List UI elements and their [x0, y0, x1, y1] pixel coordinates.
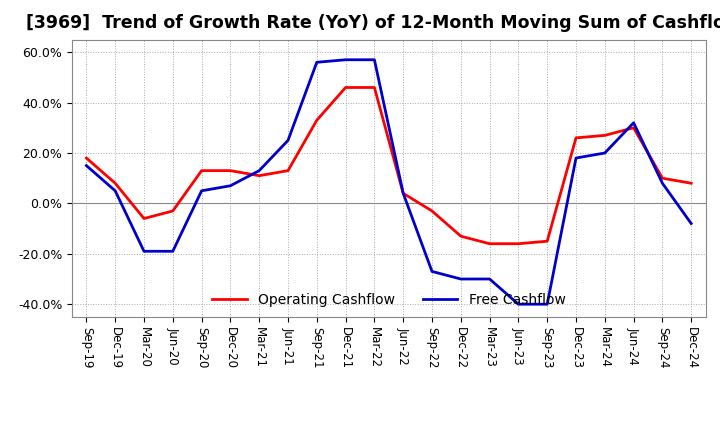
- Free Cashflow: [629, 120, 638, 125]
- Operating Cashflow: [485, 241, 494, 246]
- Operating Cashflow: [572, 135, 580, 140]
- Operating Cashflow: [543, 238, 552, 244]
- Operating Cashflow: [370, 85, 379, 90]
- Operating Cashflow: [341, 85, 350, 90]
- Operating Cashflow: [428, 208, 436, 213]
- Operating Cashflow: [514, 241, 523, 246]
- Operating Cashflow: [82, 155, 91, 161]
- Operating Cashflow: [687, 180, 696, 186]
- Free Cashflow: [514, 301, 523, 307]
- Free Cashflow: [82, 163, 91, 168]
- Line: Free Cashflow: Free Cashflow: [86, 60, 691, 304]
- Operating Cashflow: [456, 234, 465, 239]
- Free Cashflow: [111, 188, 120, 194]
- Free Cashflow: [226, 183, 235, 188]
- Operating Cashflow: [629, 125, 638, 130]
- Operating Cashflow: [168, 208, 177, 213]
- Operating Cashflow: [140, 216, 148, 221]
- Title: [3969]  Trend of Growth Rate (YoY) of 12-Month Moving Sum of Cashflows: [3969] Trend of Growth Rate (YoY) of 12-…: [26, 15, 720, 33]
- Operating Cashflow: [658, 176, 667, 181]
- Free Cashflow: [456, 276, 465, 282]
- Free Cashflow: [485, 276, 494, 282]
- Free Cashflow: [255, 168, 264, 173]
- Operating Cashflow: [284, 168, 292, 173]
- Free Cashflow: [370, 57, 379, 62]
- Free Cashflow: [543, 301, 552, 307]
- Operating Cashflow: [600, 133, 609, 138]
- Legend: Operating Cashflow, Free Cashflow: Operating Cashflow, Free Cashflow: [207, 287, 571, 313]
- Free Cashflow: [312, 60, 321, 65]
- Operating Cashflow: [312, 117, 321, 123]
- Free Cashflow: [284, 138, 292, 143]
- Line: Operating Cashflow: Operating Cashflow: [86, 88, 691, 244]
- Free Cashflow: [572, 155, 580, 161]
- Free Cashflow: [428, 269, 436, 274]
- Operating Cashflow: [111, 180, 120, 186]
- Operating Cashflow: [399, 191, 408, 196]
- Free Cashflow: [341, 57, 350, 62]
- Free Cashflow: [658, 180, 667, 186]
- Operating Cashflow: [226, 168, 235, 173]
- Operating Cashflow: [255, 173, 264, 178]
- Free Cashflow: [399, 191, 408, 196]
- Free Cashflow: [197, 188, 206, 194]
- Free Cashflow: [168, 249, 177, 254]
- Free Cashflow: [140, 249, 148, 254]
- Operating Cashflow: [197, 168, 206, 173]
- Free Cashflow: [687, 221, 696, 226]
- Free Cashflow: [600, 150, 609, 156]
